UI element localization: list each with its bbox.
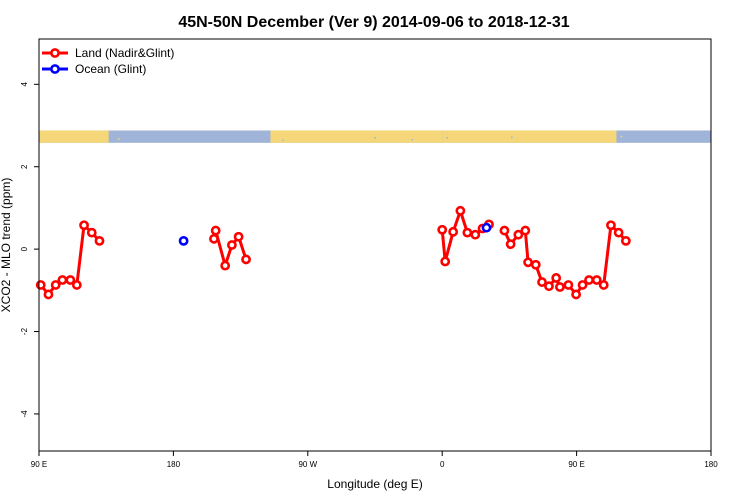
map-speck — [411, 138, 414, 141]
x-tick-label: 0 — [440, 460, 445, 469]
data-point — [481, 222, 492, 233]
y-tick-label: 0 — [20, 246, 29, 251]
data-point — [499, 225, 510, 236]
data-point — [598, 280, 609, 290]
map-speck — [374, 136, 376, 139]
map-speck — [510, 136, 513, 139]
data-point — [530, 259, 541, 270]
data-point — [591, 275, 602, 285]
series-ocean — [178, 222, 492, 246]
data-point — [505, 239, 516, 250]
data-point — [620, 235, 631, 246]
data-point — [94, 235, 105, 246]
series-layer — [35, 205, 631, 300]
legend-item-ocean: Ocean (Glint) — [42, 62, 146, 76]
data-point — [233, 231, 244, 242]
y-axis-title: XCO2 - MLO trend (ppm) — [0, 178, 13, 313]
data-point — [455, 205, 466, 216]
data-point — [544, 281, 554, 292]
legend-label: Ocean (Glint) — [75, 62, 146, 76]
data-point — [523, 257, 533, 268]
map-speck — [620, 135, 623, 138]
map-speck — [456, 133, 459, 136]
map-land-0 — [39, 130, 109, 143]
chart-title: 45N-50N December (Ver 9) 2014-09-06 to 2… — [178, 14, 569, 31]
data-point — [551, 273, 562, 283]
x-axis-title: Longitude (deg E) — [327, 477, 422, 491]
data-point — [79, 220, 89, 231]
x-tick-label: 90 E — [568, 460, 584, 469]
data-point — [210, 225, 221, 236]
map-land-1 — [270, 130, 443, 143]
data-point — [209, 233, 219, 244]
data-point — [462, 227, 473, 238]
x-tick-label: 90 W — [298, 460, 317, 469]
map-land-2 — [442, 130, 617, 143]
map-speck — [446, 136, 449, 139]
data-point — [220, 260, 231, 271]
data-point — [35, 280, 46, 290]
data-point — [520, 225, 531, 236]
data-point — [71, 280, 82, 290]
map-speck — [361, 133, 364, 136]
axes: 90 E 180 90 W 0 90 E 180 -4 -2 0 2 4 — [20, 82, 718, 469]
data-point — [65, 275, 76, 285]
data-point — [440, 256, 451, 267]
map-speck — [125, 135, 128, 138]
data-point — [537, 277, 547, 287]
data-point — [57, 275, 68, 285]
series-land — [35, 205, 631, 300]
data-point — [577, 280, 588, 290]
x-tick-label: 180 — [167, 460, 181, 469]
data-point — [613, 227, 624, 238]
map-speck — [117, 138, 120, 141]
data-point — [241, 254, 251, 265]
map-strip — [39, 130, 711, 143]
map-speck — [282, 139, 284, 142]
y-tick-label: 4 — [20, 82, 29, 87]
legend-marker — [50, 64, 60, 74]
plot-frame — [38, 38, 712, 452]
legend-marker — [50, 48, 60, 58]
legend: Land (Nadir&Glint) Ocean (Glint) — [42, 46, 174, 76]
y-tick-label: 2 — [20, 164, 29, 169]
data-point — [178, 235, 189, 246]
data-point — [437, 224, 448, 235]
map-speck — [112, 133, 115, 136]
map-speck — [379, 132, 381, 134]
data-point — [606, 220, 616, 231]
legend-label: Land (Nadir&Glint) — [75, 46, 174, 60]
data-point — [448, 226, 459, 237]
map-speck — [635, 133, 638, 136]
data-point — [226, 240, 237, 250]
data-point — [470, 229, 481, 240]
data-point — [86, 227, 97, 238]
map-speck — [426, 134, 429, 137]
data-point — [43, 289, 54, 300]
data-point — [555, 282, 565, 292]
data-point — [513, 229, 524, 240]
y-tick-label: -4 — [20, 410, 29, 418]
x-tick-label: 180 — [704, 460, 718, 469]
data-point — [563, 280, 574, 290]
legend-item-land: Land (Nadir&Glint) — [42, 46, 174, 60]
data-point — [584, 275, 594, 285]
y-tick-label: -2 — [20, 327, 29, 335]
map-speck — [274, 134, 277, 137]
x-tick-label: 90 E — [31, 460, 47, 469]
data-point — [571, 289, 582, 300]
data-point — [50, 280, 61, 290]
